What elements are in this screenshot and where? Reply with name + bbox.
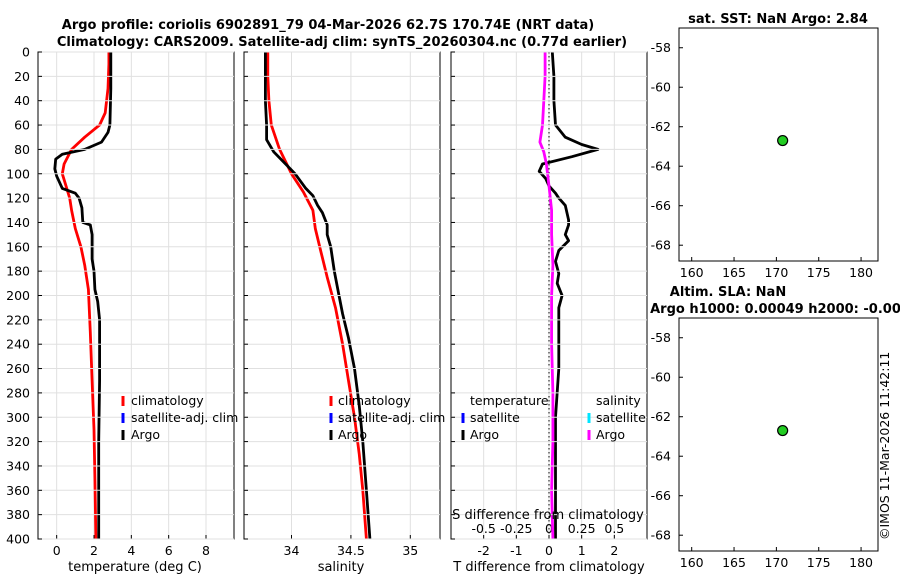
map-sla-panel — [678, 317, 879, 552]
x-tick-label: 34 — [284, 543, 300, 558]
depth-tick-label: 280 — [6, 385, 30, 400]
series-line-s-argo — [538, 52, 555, 540]
s-difference-xlabel: S difference from climatology — [452, 508, 644, 523]
argo-location-marker — [777, 424, 789, 437]
t-difference-xlabel: T difference from climatology — [452, 560, 645, 575]
lat-tick-label: -60 — [651, 80, 671, 95]
legend-label-climatology: climatology — [338, 393, 411, 408]
legend-label-argo: Argo — [470, 427, 499, 442]
x-tick-label: 2 — [610, 543, 618, 558]
depth-tick-label: 40 — [14, 93, 30, 108]
depth-tick-label: 140 — [6, 215, 30, 230]
depth-tick-label: 60 — [14, 118, 30, 133]
depth-tick-label: 120 — [6, 191, 30, 206]
legend-heading-salinity: salinity — [596, 393, 641, 408]
lat-tick-label: -66 — [651, 198, 671, 213]
map-sla-subtitle: Argo h1000: 0.00049 h2000: -0.004 — [650, 302, 900, 317]
legend-label-satellite: satellite — [596, 410, 646, 425]
argo-location-marker — [777, 134, 789, 147]
lon-tick-label: 160 — [680, 555, 704, 570]
temperature-xlabel: temperature (deg C) — [68, 560, 202, 575]
salinity-legend: climatology satellite-adj. clim Argo — [329, 393, 445, 442]
x-tick-label: 35 — [402, 543, 418, 558]
map-sla-title: Altim. SLA: NaN — [670, 285, 786, 300]
lat-tick-label: -68 — [651, 528, 671, 543]
x-tick-label: 0 — [545, 543, 553, 558]
depth-tick-label: 300 — [6, 410, 30, 425]
map-sst-panel — [678, 27, 879, 262]
difference-sal-legend: salinity satellite Argo — [587, 393, 646, 442]
salinity-xlabel: salinity — [318, 560, 365, 575]
series-line-argo — [263, 52, 372, 540]
lat-tick-label: -62 — [651, 119, 671, 134]
depth-tick-label: 20 — [14, 69, 30, 84]
depth-tick-label: 240 — [6, 337, 30, 352]
lon-tick-label: 165 — [722, 555, 746, 570]
x-tick-label: -1 — [510, 543, 522, 558]
series-line-argo — [53, 52, 113, 539]
depth-tick-label: 100 — [6, 166, 30, 181]
legend-label-satellite-adj: satellite-adj. clim — [338, 410, 445, 425]
lat-tick-label: -68 — [651, 238, 671, 253]
lat-tick-label: -62 — [651, 409, 671, 424]
depth-tick-label: 340 — [6, 458, 30, 473]
lon-tick-label: 180 — [849, 265, 873, 280]
legend-label-satellite-adj: satellite-adj. clim — [131, 410, 238, 425]
difference-temp-legend: temperature satellite Argo — [461, 393, 549, 442]
lat-tick-label: -66 — [651, 488, 671, 503]
map-sst-title: sat. SST: NaN Argo: 2.84 — [688, 12, 868, 27]
temperature-legend: climatology satellite-adj. clim Argo — [121, 393, 238, 442]
lon-tick-label: 170 — [764, 265, 788, 280]
depth-tick-label: 220 — [6, 312, 30, 327]
depth-tick-label: 0 — [22, 45, 30, 60]
s-diff-tick-label: 0.5 — [604, 521, 624, 536]
legend-heading-temperature: temperature — [470, 393, 549, 408]
lon-tick-label: 165 — [722, 265, 746, 280]
x-tick-label: 34.5 — [337, 543, 365, 558]
depth-tick-label: 380 — [6, 507, 30, 522]
x-tick-label: 8 — [202, 543, 210, 558]
lat-tick-label: -64 — [651, 449, 671, 464]
s-diff-tick-label: -0.5 — [471, 521, 495, 536]
lat-tick-label: -58 — [651, 330, 671, 345]
legend-label-argo: Argo — [131, 427, 160, 442]
depth-tick-label: 80 — [14, 142, 30, 157]
depth-tick-label: 400 — [6, 532, 30, 547]
depth-tick-label: 360 — [6, 483, 30, 498]
lat-tick-label: -58 — [651, 40, 671, 55]
s-diff-tick-label: 0.25 — [568, 521, 596, 536]
lon-tick-label: 160 — [680, 265, 704, 280]
depth-tick-label: 260 — [6, 361, 30, 376]
x-tick-label: 4 — [127, 543, 135, 558]
x-tick-label: -2 — [477, 543, 489, 558]
depth-tick-label: 320 — [6, 434, 30, 449]
legend-label-satellite: satellite — [470, 410, 520, 425]
series-line-climatology — [266, 52, 368, 540]
lon-tick-label: 180 — [849, 555, 873, 570]
s-diff-tick-label: -0.25 — [500, 521, 532, 536]
x-tick-label: 2 — [90, 543, 98, 558]
timestamp-watermark: ©IMOS 11-Mar-2026 11:42:11 — [877, 352, 892, 540]
depth-tick-label: 200 — [6, 288, 30, 303]
lon-tick-label: 170 — [764, 555, 788, 570]
depth-tick-label: 180 — [6, 264, 30, 279]
legend-label-argo: Argo — [338, 427, 367, 442]
figure-title-line1: Argo profile: coriolis 6902891_79 04-Mar… — [62, 18, 594, 33]
legend-label-argo: Argo — [596, 427, 625, 442]
x-tick-label: 1 — [578, 543, 586, 558]
x-tick-label: 6 — [165, 543, 173, 558]
depth-tick-label: 160 — [6, 239, 30, 254]
legend-label-climatology: climatology — [131, 393, 204, 408]
lon-tick-label: 175 — [807, 265, 831, 280]
x-tick-label: 0 — [53, 543, 61, 558]
lat-tick-label: -60 — [651, 370, 671, 385]
lat-tick-label: -64 — [651, 159, 671, 174]
series-line-t-argo — [537, 51, 600, 539]
lon-tick-label: 175 — [807, 555, 831, 570]
figure-title-line2: Climatology: CARS2009. Satellite-adj cli… — [57, 35, 627, 50]
